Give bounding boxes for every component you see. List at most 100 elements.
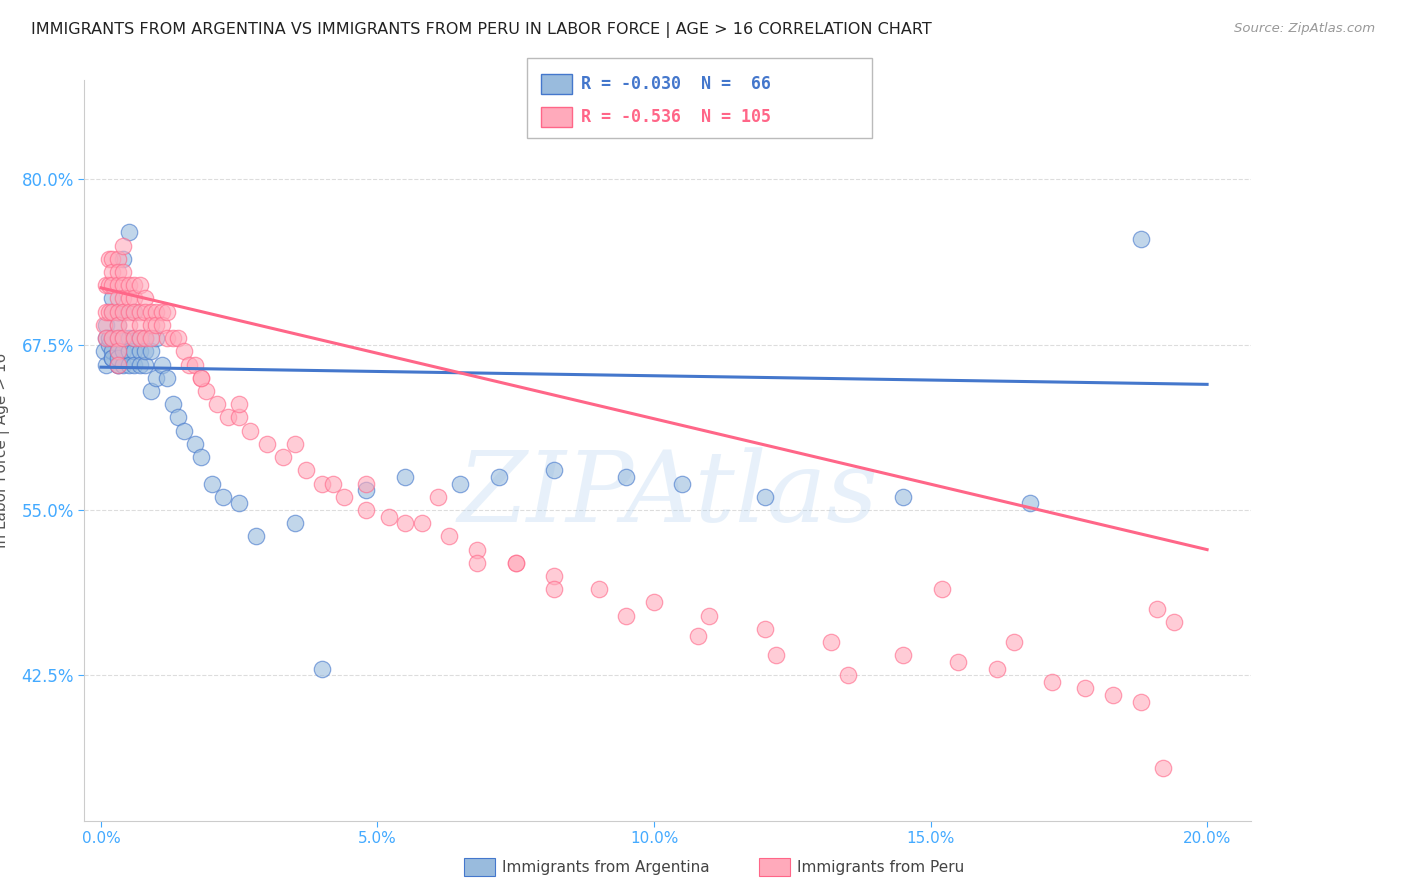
Point [543,582,565,597]
Point [93,344,115,359]
Point [1074,681,1097,696]
Point [139,318,162,332]
Point [156,370,179,384]
Point [228,496,250,510]
Point [150,358,173,372]
Point [112,331,135,345]
Point [427,490,450,504]
Point [311,662,333,676]
Point [117,225,139,239]
Point [101,351,124,365]
Point [167,410,190,425]
Point [1129,232,1152,246]
Point [112,331,135,345]
Point [184,358,207,372]
Point [122,304,145,318]
Point [128,344,150,359]
Point [122,358,145,372]
Point [134,331,156,345]
Point [101,331,124,345]
Point [107,265,129,279]
Point [112,344,135,359]
Point [107,351,129,365]
Point [162,331,184,345]
Point [117,358,139,372]
Point [101,304,124,318]
Text: R = -0.030  N =  66: R = -0.030 N = 66 [581,75,770,93]
Point [394,516,416,531]
Point [167,331,190,345]
Point [173,344,195,359]
Point [134,358,156,372]
Point [128,358,150,372]
Point [139,344,162,359]
Point [112,292,135,306]
Point [333,490,356,504]
Point [322,476,344,491]
Point [107,331,129,345]
Point [150,318,173,332]
Point [986,662,1008,676]
Point [96,304,118,318]
Point [1019,496,1042,510]
Point [1102,688,1125,702]
Point [112,304,135,318]
Point [128,331,150,345]
Point [107,344,129,359]
Point [117,344,139,359]
Point [150,304,173,318]
Point [439,529,461,543]
Point [98,331,121,345]
Point [122,292,145,306]
Point [96,318,118,332]
Point [122,344,145,359]
Point [145,318,167,332]
Point [117,278,139,293]
Point [228,410,250,425]
Point [190,370,212,384]
Point [156,331,179,345]
Point [614,608,637,623]
Point [465,542,488,557]
Point [311,476,333,491]
Text: Immigrants from Argentina: Immigrants from Argentina [502,860,710,874]
Point [117,318,139,332]
Point [931,582,953,597]
Point [145,370,167,384]
Point [256,437,278,451]
Point [837,668,859,682]
Point [107,344,129,359]
Point [356,476,378,491]
Point [377,509,399,524]
Point [1146,602,1168,616]
Point [122,278,145,293]
Point [294,463,316,477]
Point [112,358,135,372]
Point [195,384,218,398]
Point [107,304,129,318]
Point [190,450,212,464]
Point [356,483,378,497]
Point [128,331,150,345]
Point [107,304,129,318]
Point [107,278,129,293]
Point [1002,635,1025,649]
Point [184,437,207,451]
Point [228,397,250,411]
Point [239,424,262,438]
Text: ZIPAtlas: ZIPAtlas [457,447,879,542]
Text: IMMIGRANTS FROM ARGENTINA VS IMMIGRANTS FROM PERU IN LABOR FORCE | AGE > 16 CORR: IMMIGRANTS FROM ARGENTINA VS IMMIGRANTS … [31,22,932,38]
Point [98,337,121,351]
Point [107,318,129,332]
Point [200,476,222,491]
Point [112,265,135,279]
Point [107,292,129,306]
Point [134,292,156,306]
Point [128,304,150,318]
Point [96,331,118,345]
Point [891,490,914,504]
Point [98,252,121,266]
Point [283,516,305,531]
Point [101,292,124,306]
Point [1129,695,1152,709]
